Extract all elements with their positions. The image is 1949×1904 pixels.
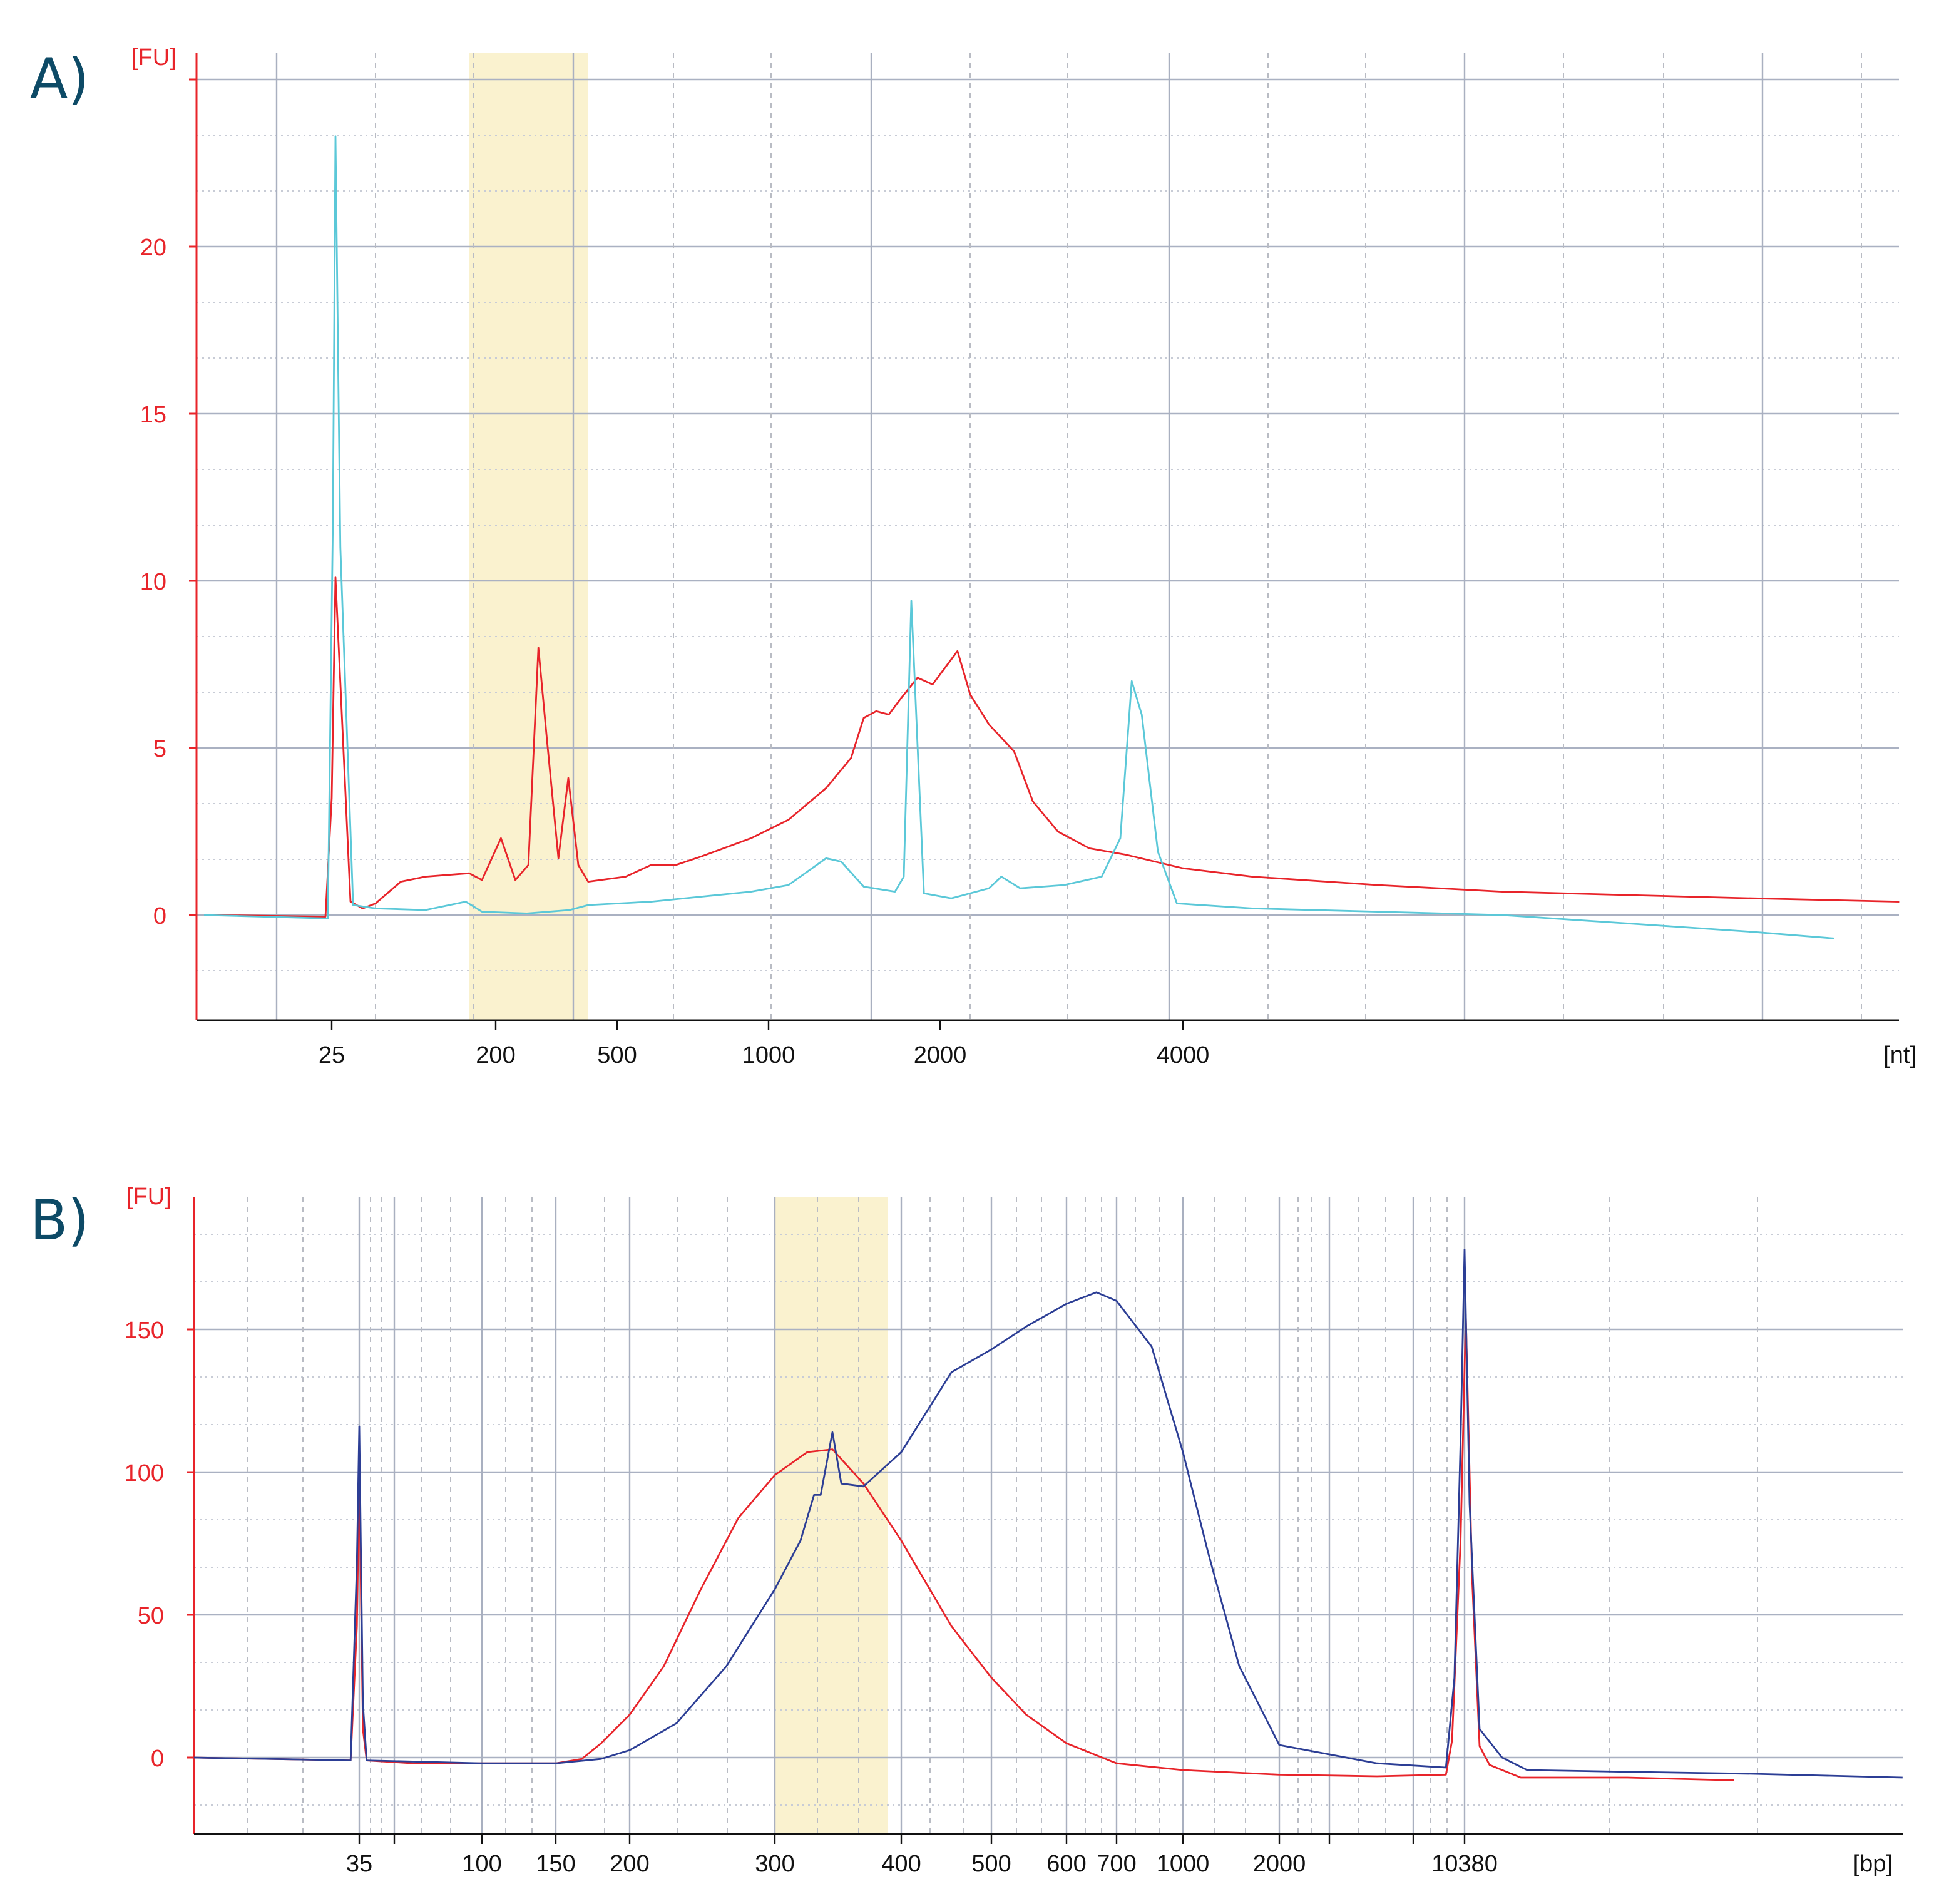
y-tick-label: 150 xyxy=(125,1318,164,1344)
highlight-band xyxy=(469,53,588,1020)
y-tick-label: 10 xyxy=(140,569,166,595)
panel-a-x-unit: [nt] xyxy=(1883,1042,1916,1068)
panel-a-chart: 0 5 10 15 20 25 200 500 1000 2000 4000 A) [FU] [nt… xyxy=(30,44,1916,1068)
panel-b-chart: 0 50 100 150 35 100 150 200 300 400 500 600 700 1000 2… xyxy=(30,1184,1903,1877)
x-tick-label: 500 xyxy=(597,1042,637,1068)
panel-b-x-unit: [bp] xyxy=(1853,1851,1893,1877)
x-tick-label: 300 xyxy=(755,1851,794,1877)
y-tick-label: 0 xyxy=(153,903,166,929)
x-tick-label: 150 xyxy=(536,1851,575,1877)
panel-a-label: A) xyxy=(30,46,90,111)
x-tick-label: 500 xyxy=(971,1851,1011,1877)
panel-a-y-unit: [FU] xyxy=(131,44,176,71)
x-tick-label: 100 xyxy=(462,1851,501,1877)
x-tick-label: 1000 xyxy=(742,1042,795,1068)
x-tick-label: 10380 xyxy=(1431,1851,1498,1877)
y-tick-label: 5 xyxy=(153,736,166,762)
y-tick-label: 0 xyxy=(151,1746,164,1772)
panel-b-label: B) xyxy=(30,1188,90,1252)
x-tick-label: 4000 xyxy=(1157,1042,1210,1068)
y-tick-label: 50 xyxy=(138,1603,164,1629)
x-tick-label: 1000 xyxy=(1157,1851,1210,1877)
y-tick-label: 15 xyxy=(140,402,166,428)
x-tick-label: 700 xyxy=(1097,1851,1136,1877)
x-tick-label: 35 xyxy=(346,1851,372,1877)
series-line-red-trace xyxy=(206,576,1900,918)
highlight-band xyxy=(775,1197,888,1834)
x-tick-label: 2000 xyxy=(1253,1851,1306,1877)
y-tick-label: 100 xyxy=(125,1460,164,1487)
x-tick-label: 600 xyxy=(1046,1851,1086,1877)
x-tick-label: 2000 xyxy=(914,1042,967,1068)
series-line-red-trace xyxy=(193,1314,1734,1781)
x-tick-label: 25 xyxy=(319,1042,345,1068)
panel-b-y-unit: [FU] xyxy=(126,1184,171,1210)
x-tick-label: 400 xyxy=(881,1851,921,1877)
series-line-cyan-trace xyxy=(203,135,1834,939)
y-tick-label: 20 xyxy=(140,235,166,261)
x-tick-label: 200 xyxy=(476,1042,515,1068)
series-line-blue-trace xyxy=(193,1249,1903,1779)
x-tick-label: 200 xyxy=(610,1851,649,1877)
